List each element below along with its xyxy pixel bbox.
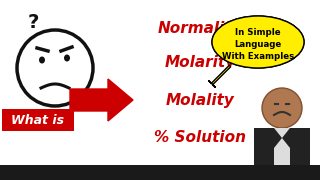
Polygon shape [274, 128, 282, 148]
FancyBboxPatch shape [254, 128, 310, 165]
Text: What is: What is [12, 114, 65, 127]
Text: With Examples: With Examples [222, 51, 294, 60]
Text: Normality: Normality [158, 21, 242, 35]
Ellipse shape [39, 57, 45, 64]
Ellipse shape [212, 16, 304, 68]
Text: Language: Language [234, 39, 282, 48]
Ellipse shape [64, 55, 70, 62]
Bar [0, 165, 320, 180]
Text: In Simple: In Simple [235, 28, 281, 37]
FancyArrow shape [70, 79, 133, 121]
FancyBboxPatch shape [274, 128, 290, 165]
Ellipse shape [212, 16, 304, 68]
Circle shape [17, 30, 93, 106]
Text: ?: ? [27, 12, 39, 32]
FancyBboxPatch shape [2, 109, 74, 131]
Text: Molarity: Molarity [164, 55, 236, 69]
Text: Molality: Molality [165, 93, 235, 107]
Text: % Solution: % Solution [154, 130, 246, 145]
Polygon shape [282, 128, 290, 148]
FancyArrow shape [208, 65, 231, 87]
Circle shape [262, 88, 302, 128]
